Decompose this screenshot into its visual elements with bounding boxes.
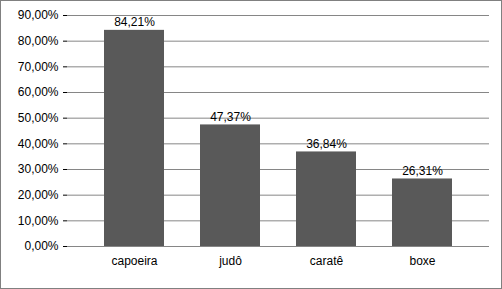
svg-text:26,31%: 26,31% xyxy=(402,164,443,178)
svg-text:40,00%: 40,00% xyxy=(18,137,59,151)
svg-text:boxe: boxe xyxy=(409,254,435,268)
svg-text:60,00%: 60,00% xyxy=(18,85,59,99)
svg-text:36,84%: 36,84% xyxy=(306,137,347,151)
svg-text:70,00%: 70,00% xyxy=(18,60,59,74)
svg-text:0,00%: 0,00% xyxy=(24,239,58,253)
svg-text:judô: judô xyxy=(218,254,242,268)
svg-text:10,00%: 10,00% xyxy=(18,214,59,228)
svg-text:80,00%: 80,00% xyxy=(18,34,59,48)
svg-text:84,21%: 84,21% xyxy=(114,15,155,29)
svg-text:50,00%: 50,00% xyxy=(18,111,59,125)
svg-text:caratê: caratê xyxy=(310,254,344,268)
svg-text:20,00%: 20,00% xyxy=(18,188,59,202)
svg-text:90,00%: 90,00% xyxy=(18,8,59,22)
svg-text:30,00%: 30,00% xyxy=(18,162,59,176)
svg-text:47,37%: 47,37% xyxy=(210,110,251,124)
svg-text:capoeira: capoeira xyxy=(111,254,157,268)
